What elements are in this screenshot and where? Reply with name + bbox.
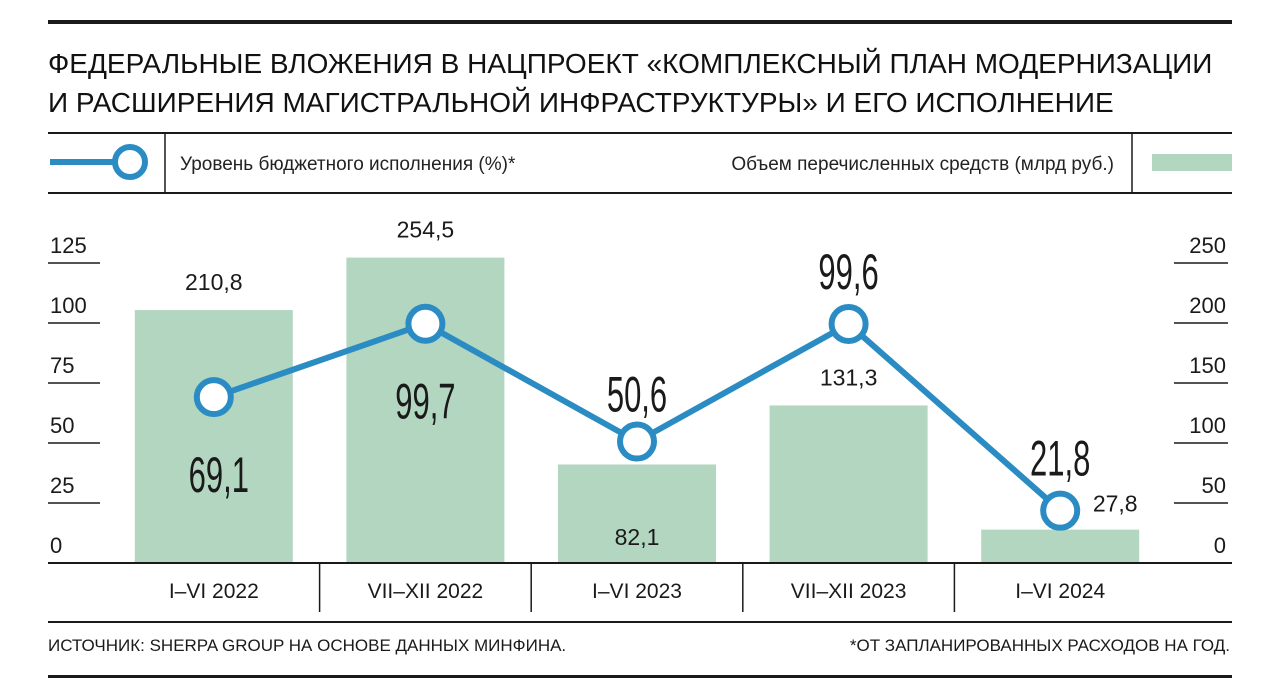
bar-value-label: 254,5 [397,217,455,243]
line-value-label: 99,7 [395,373,455,429]
x-axis: I–VI 2022 VII–XII 2022 I–VI 2023 VII–XII 20… [48,562,1232,612]
right-tick-label: 250 [1189,233,1226,258]
legend-bottom-rule [48,192,1232,194]
title-line-1: ФЕДЕРАЛЬНЫЕ ВЛОЖЕНИЯ В НАЦПРОЕКТ «КОМПЛЕ… [48,48,1213,79]
legend-line-label: Уровень бюджетного исполнения (%)* [180,154,516,175]
line-value-label: 21,8 [1030,430,1090,486]
right-tick-label: 150 [1189,353,1226,378]
title-line-2: И РАСШИРЕНИЯ МАГИСТРАЛЬНОЙ ИНФРАСТРУКТУР… [48,87,1114,118]
line-labels: 69,1 99,7 50,6 99,6 21,8 [189,243,1091,503]
bar [134,310,293,563]
bar-labels: 210,8 254,5 82,1 131,3 27,8 [185,217,1138,550]
bottom-rule [48,675,1232,678]
line-series [193,303,1081,531]
x-tick-label: VII–XII 2023 [791,580,907,603]
legend-top-rule [48,132,1232,134]
left-tick-label: 0 [50,533,62,558]
legend-bar-label: Объем перечисленных средств (млрд руб.) [731,154,1114,175]
left-tick-label: 100 [50,293,87,318]
chart-title: ФЕДЕРАЛЬНЫЕ ВЛОЖЕНИЯ В НАЦПРОЕКТ «КОМПЛЕ… [48,44,1238,122]
footer-source: ИСТОЧНИК: SHERPA GROUP НА ОСНОВЕ ДАННЫХ … [48,636,567,655]
legend-line-marker [112,144,148,180]
line-point [405,303,446,344]
left-tick-label: 50 [50,413,74,438]
left-tick-label: 25 [50,473,74,498]
line-value-label: 50,6 [607,366,667,422]
bar-value-label: 131,3 [820,364,878,390]
left-tick-label: 125 [50,233,87,258]
left-tick-label: 75 [50,353,74,378]
x-tick-label: I–VI 2023 [592,580,682,603]
line-point [193,377,234,418]
right-tick-label: 100 [1189,413,1226,438]
line-point [1040,490,1081,531]
legend-bar-swatch [1152,154,1232,171]
legend: Уровень бюджетного исполнения (%)* Объем… [50,134,1232,192]
bar-series [134,257,1140,563]
line-point [617,421,657,462]
left-axis: 0 25 50 75 100 125 [48,233,100,558]
bar [558,464,716,563]
x-tick-label: VII–XII 2022 [368,580,484,603]
line-point [828,303,869,344]
right-tick-label: 200 [1189,293,1226,318]
x-tick-label: I–VI 2022 [169,580,259,603]
right-tick-label: 50 [1202,473,1226,498]
bar-value-label: 82,1 [615,524,660,550]
right-axis: 0 50 100 150 200 250 [1174,233,1228,558]
line-value-label: 69,1 [189,446,249,502]
bar [769,405,928,563]
top-rule [48,20,1232,24]
bar-value-label: 210,8 [185,269,243,295]
bar [981,529,1140,563]
line-value-label: 99,6 [818,243,878,299]
footer-note: *ОТ ЗАПЛАНИРОВАННЫХ РАСХОДОВ НА ГОД. [849,636,1230,655]
footer-top-rule [48,621,1232,623]
right-tick-label: 0 [1214,533,1226,558]
bar-value-label: 27,8 [1093,491,1138,517]
x-tick-label: I–VI 2024 [1015,580,1105,603]
